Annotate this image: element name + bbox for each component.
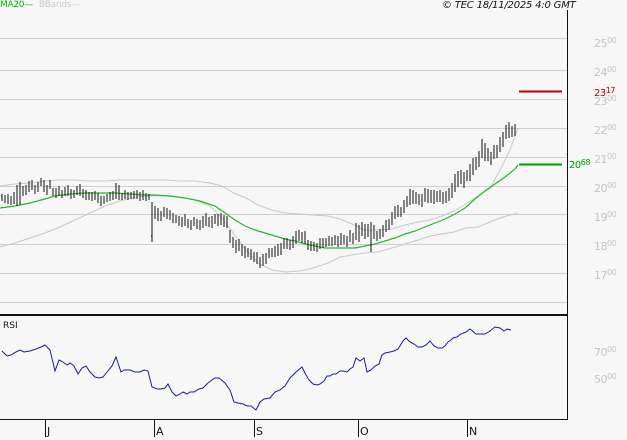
price-label-2500: 2500 — [594, 36, 617, 50]
price-label-1900: 1900 — [594, 210, 617, 224]
price-label-1700: 1700 — [594, 268, 617, 282]
bollinger-bands — [0, 127, 519, 273]
price-label-2100: 2100 — [594, 152, 617, 166]
month-label-j: J — [47, 425, 51, 438]
legend-bbands: BBands— — [38, 0, 80, 10]
month-label-o: O — [360, 425, 369, 438]
rsi-label-50: 5000 — [594, 372, 617, 386]
resistance-value-label: 2317 — [594, 86, 615, 99]
price-gridlines — [0, 38, 567, 303]
price-label-2400: 2400 — [594, 65, 617, 79]
copyright-timestamp: © TEC 18/11/2025 4:0 GMT — [442, 0, 576, 11]
rsi-panel-title: RSI — [3, 321, 18, 331]
month-label-s: S — [256, 425, 263, 438]
rsi-line — [1, 326, 512, 411]
price-label-1800: 1800 — [594, 239, 617, 253]
month-ticks — [45, 420, 468, 437]
month-label-a: A — [156, 425, 164, 438]
ma20-line — [0, 164, 519, 249]
price-label-2000: 2000 — [594, 181, 617, 195]
chart-legend: MA20— BBands— — [0, 0, 80, 11]
rsi-label-70: 7000 — [594, 345, 617, 359]
ma20-value-label: 2068 — [569, 158, 590, 171]
price-label-2300: 2300 — [594, 94, 617, 108]
month-label-n: N — [469, 425, 478, 438]
price-label-2200: 2200 — [594, 123, 617, 137]
legend-ma20: MA20— — [0, 0, 33, 10]
price-bars — [1, 122, 516, 268]
